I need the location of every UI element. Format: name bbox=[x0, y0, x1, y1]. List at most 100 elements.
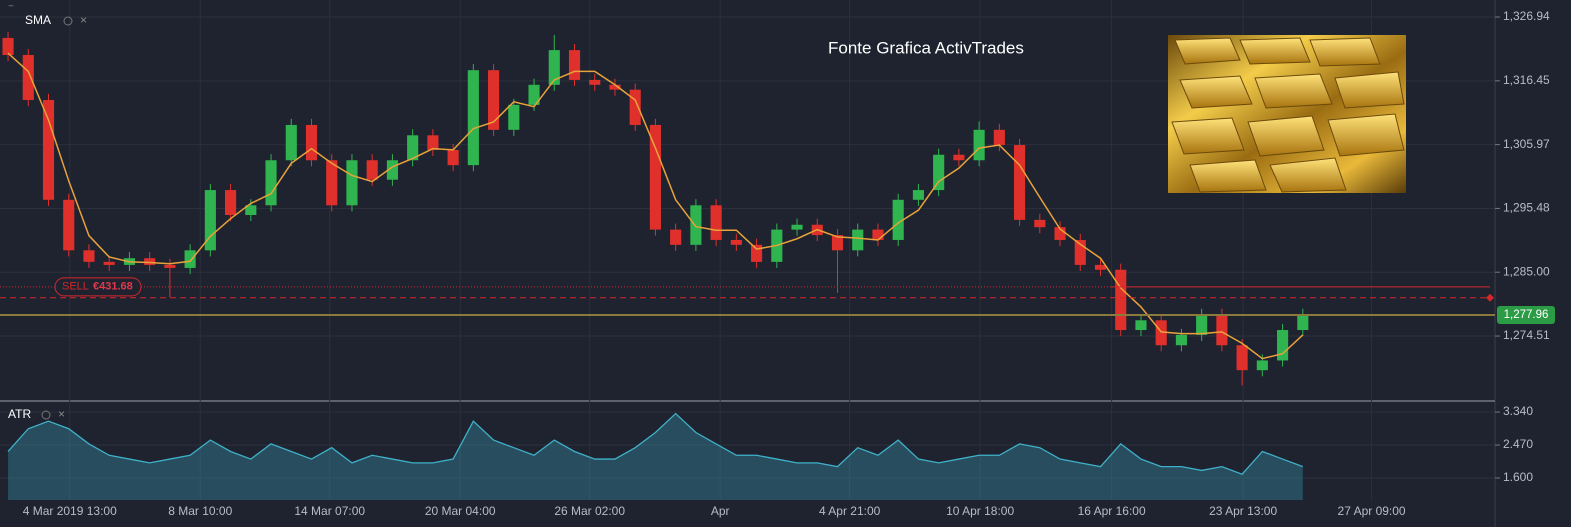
candle-body bbox=[2, 37, 14, 55]
last-price-label: 1,277.96 bbox=[1504, 309, 1549, 321]
candle-body bbox=[83, 250, 95, 262]
candle-body bbox=[1216, 314, 1228, 346]
atr-area bbox=[8, 413, 1303, 500]
candle-body bbox=[649, 124, 661, 230]
candle-body bbox=[751, 244, 763, 262]
candle-body bbox=[1094, 264, 1107, 270]
candle-body bbox=[1034, 219, 1046, 228]
y-tick-label: 1.600 bbox=[1503, 470, 1533, 484]
candle-body bbox=[852, 229, 864, 251]
candle-body bbox=[366, 160, 378, 180]
candle-body bbox=[204, 190, 216, 251]
candle-body bbox=[670, 229, 682, 245]
candle-body bbox=[872, 229, 884, 240]
candle-body bbox=[528, 84, 540, 105]
y-tick-label: 1,274.51 bbox=[1503, 328, 1550, 342]
candle-body bbox=[1236, 345, 1248, 371]
atr-line bbox=[7, 412, 1304, 475]
candle-body bbox=[993, 129, 1005, 146]
candle-body bbox=[1196, 314, 1208, 335]
candle-body bbox=[912, 190, 924, 200]
candle-body bbox=[1277, 330, 1289, 361]
candle-body bbox=[467, 70, 479, 166]
watermark-title: Fonte Grafica ActivTrades bbox=[828, 38, 1024, 57]
gold-image bbox=[1168, 35, 1406, 193]
position-side: SELL bbox=[62, 281, 89, 293]
candle-body bbox=[1297, 315, 1309, 331]
candle-body bbox=[933, 154, 945, 191]
candle-body bbox=[265, 160, 277, 206]
candle-body bbox=[22, 54, 34, 101]
indicator-label: ATR bbox=[8, 407, 31, 421]
candle-body bbox=[346, 160, 358, 206]
candle-body bbox=[386, 160, 398, 180]
candle-body bbox=[63, 199, 75, 251]
candle-body bbox=[225, 190, 237, 216]
candle-body bbox=[285, 124, 297, 161]
candle-body bbox=[831, 235, 844, 251]
y-tick-label: 1,326.94 bbox=[1503, 9, 1550, 23]
close-icon[interactable]: × bbox=[58, 407, 65, 421]
candle-body bbox=[710, 205, 722, 240]
plot-area: SELL €431.68 bbox=[0, 31, 1495, 500]
candle-body bbox=[1256, 360, 1268, 371]
candle-body bbox=[548, 50, 560, 85]
collapse-icon[interactable]: ‾ bbox=[8, 4, 14, 18]
x-tick-label: 16 Apr 16:00 bbox=[1078, 504, 1146, 518]
x-tick-label: 20 Mar 04:00 bbox=[425, 504, 496, 518]
candle-body bbox=[326, 160, 338, 206]
y-tick-label: 1,285.00 bbox=[1503, 264, 1550, 278]
position-badge bbox=[54, 277, 142, 297]
candle-body bbox=[447, 149, 459, 166]
candle-body bbox=[488, 70, 500, 130]
candle-body bbox=[245, 205, 257, 216]
indicator-label: SMA bbox=[25, 13, 51, 27]
candle-body bbox=[892, 199, 904, 240]
candle-body bbox=[730, 239, 742, 245]
x-tick-label: 23 Apr 13:00 bbox=[1209, 504, 1277, 518]
candle-body bbox=[609, 84, 621, 90]
candle-body bbox=[1135, 320, 1147, 331]
settings-icon[interactable] bbox=[63, 16, 73, 26]
sma-line bbox=[7, 52, 1304, 360]
candle-body bbox=[1155, 320, 1167, 346]
y-tick-label: 1,295.48 bbox=[1503, 201, 1550, 215]
x-tick-label: Apr bbox=[711, 504, 730, 518]
x-tick-label: 8 Mar 10:00 bbox=[168, 504, 232, 518]
candle-body bbox=[629, 89, 641, 125]
y-tick-label: 1,316.45 bbox=[1503, 73, 1550, 87]
x-tick-label: 4 Apr 21:00 bbox=[819, 504, 881, 518]
candle-body bbox=[42, 100, 55, 200]
candle-body bbox=[1175, 334, 1187, 346]
settings-icon[interactable] bbox=[41, 410, 51, 420]
y-tick-label: 2.470 bbox=[1503, 437, 1533, 451]
candle-body bbox=[973, 129, 985, 161]
y-tick-label: 1,305.97 bbox=[1503, 137, 1550, 151]
candle-body bbox=[184, 250, 196, 268]
x-tick-label: 14 Mar 07:00 bbox=[294, 504, 365, 518]
candle-body bbox=[103, 261, 115, 265]
candle-body bbox=[791, 224, 803, 230]
candle-body bbox=[164, 264, 176, 268]
candle-body bbox=[568, 50, 581, 80]
close-icon[interactable]: × bbox=[80, 13, 87, 27]
candle-body bbox=[589, 79, 601, 85]
candle-body bbox=[1054, 227, 1066, 240]
x-tick-label: 27 Apr 09:00 bbox=[1338, 504, 1406, 518]
position-pnl: €431.68 bbox=[93, 281, 133, 293]
candle-body bbox=[508, 104, 520, 130]
x-tick-label: 4 Mar 2019 13:00 bbox=[23, 504, 117, 518]
last-price-badge bbox=[1497, 306, 1555, 325]
candle-body bbox=[427, 135, 439, 150]
candle-body bbox=[1115, 269, 1127, 331]
stop-marker bbox=[1486, 293, 1494, 302]
candle-body bbox=[690, 205, 702, 245]
x-tick-label: 26 Mar 02:00 bbox=[554, 504, 625, 518]
y-tick-label: 3.340 bbox=[1503, 404, 1533, 418]
candle-body bbox=[953, 154, 965, 161]
candle-body bbox=[1014, 145, 1026, 220]
x-tick-label: 10 Apr 18:00 bbox=[946, 504, 1014, 518]
candle-body bbox=[144, 258, 156, 265]
candle-body bbox=[305, 124, 318, 161]
